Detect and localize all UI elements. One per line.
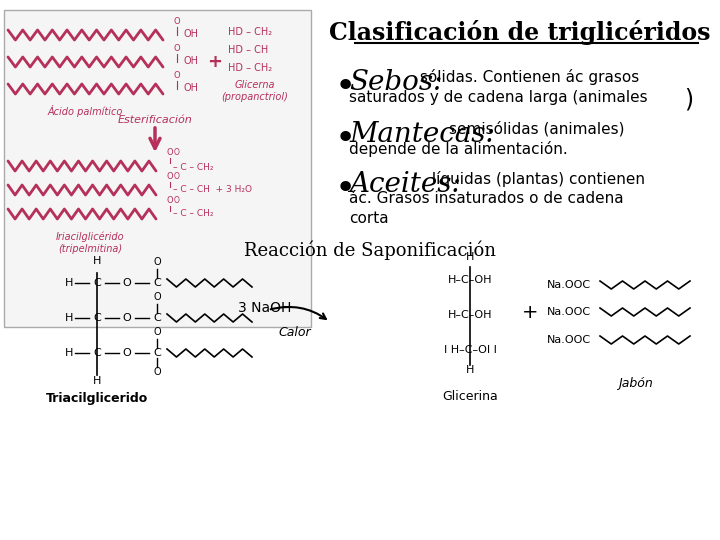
Text: corta: corta	[349, 211, 389, 226]
Text: – C – CH  + 3 H₂O: – C – CH + 3 H₂O	[173, 186, 252, 194]
Text: H: H	[65, 348, 73, 358]
Text: OH: OH	[183, 56, 198, 66]
Text: O: O	[174, 17, 180, 26]
Text: sólidas. Contienen ác grasos: sólidas. Contienen ác grasos	[415, 69, 639, 85]
Text: •: •	[335, 122, 356, 156]
Text: Sebos:: Sebos:	[349, 69, 443, 96]
Text: O: O	[122, 313, 131, 323]
Text: Na.OOC: Na.OOC	[547, 280, 591, 290]
Text: C: C	[153, 278, 161, 288]
Text: HD – CH: HD – CH	[228, 45, 269, 55]
Text: ác. Grasos insaturados o de cadena: ác. Grasos insaturados o de cadena	[349, 191, 624, 206]
Text: I H–C–OI I: I H–C–OI I	[444, 345, 496, 355]
Text: O: O	[153, 327, 161, 337]
Text: OH: OH	[183, 29, 198, 39]
Text: Reacción de Saponificación: Reacción de Saponificación	[244, 240, 496, 260]
Text: Na.OOC: Na.OOC	[547, 307, 591, 317]
Text: C: C	[93, 278, 101, 288]
Text: HD – CH₂: HD – CH₂	[228, 27, 272, 37]
Text: Calor: Calor	[279, 327, 311, 340]
Text: saturados y de cadena larga (animales: saturados y de cadena larga (animales	[349, 90, 647, 105]
Text: Glicerna
(propanctriol): Glicerna (propanctriol)	[222, 80, 289, 102]
Text: H: H	[93, 376, 102, 386]
Text: +: +	[207, 53, 222, 71]
Text: – C – CH₂: – C – CH₂	[173, 210, 214, 219]
Text: C: C	[93, 313, 101, 323]
Text: O: O	[153, 292, 161, 302]
Text: C: C	[153, 313, 161, 323]
Text: H–C–OH: H–C–OH	[448, 275, 492, 285]
Text: O: O	[167, 196, 174, 205]
Text: C: C	[93, 348, 101, 358]
Text: OH: OH	[183, 83, 198, 93]
Text: O: O	[153, 257, 161, 267]
Text: O: O	[167, 148, 174, 157]
Text: O: O	[153, 367, 161, 377]
Text: Triacilglicerido: Triacilglicerido	[46, 392, 148, 405]
Text: ): )	[684, 87, 693, 111]
Text: Na.OOC: Na.OOC	[547, 335, 591, 345]
Text: H: H	[466, 252, 474, 262]
Text: Aceites:: Aceites:	[349, 171, 461, 198]
Text: H–C–OH: H–C–OH	[448, 310, 492, 320]
Text: líquidas (plantas) contienen: líquidas (plantas) contienen	[427, 171, 645, 187]
Text: O: O	[122, 278, 131, 288]
Text: C: C	[153, 348, 161, 358]
Text: Clasificación de triglicéridos: Clasificación de triglicéridos	[329, 20, 711, 45]
Text: •: •	[335, 172, 356, 206]
Text: Iriacilglicérido
(tripelmitina): Iriacilglicérido (tripelmitina)	[55, 232, 125, 254]
Text: 3 NaOH: 3 NaOH	[238, 301, 292, 315]
Text: O: O	[174, 172, 180, 181]
Text: •: •	[335, 70, 356, 104]
Text: Glicerina: Glicerina	[442, 390, 498, 403]
Text: Jabón: Jabón	[618, 377, 652, 390]
Text: H: H	[65, 278, 73, 288]
Text: O: O	[122, 348, 131, 358]
Text: H: H	[93, 256, 102, 266]
Text: O: O	[174, 44, 180, 53]
Text: depende de la alimentación.: depende de la alimentación.	[349, 141, 568, 157]
Text: H: H	[466, 365, 474, 375]
Text: Ácido palmítico: Ácido palmítico	[48, 105, 122, 117]
Text: H: H	[65, 313, 73, 323]
Text: O: O	[167, 172, 174, 181]
Text: O: O	[174, 71, 180, 80]
FancyBboxPatch shape	[4, 10, 311, 327]
Text: Mantecas:: Mantecas:	[349, 121, 495, 148]
Text: semisólidas (animales): semisólidas (animales)	[449, 121, 624, 137]
Text: O: O	[174, 196, 180, 205]
Text: +: +	[522, 302, 539, 321]
Text: O: O	[174, 148, 180, 157]
Text: HD – CH₂: HD – CH₂	[228, 63, 272, 73]
Text: – C – CH₂: – C – CH₂	[173, 163, 214, 172]
Text: Esterificación: Esterificación	[117, 115, 192, 125]
